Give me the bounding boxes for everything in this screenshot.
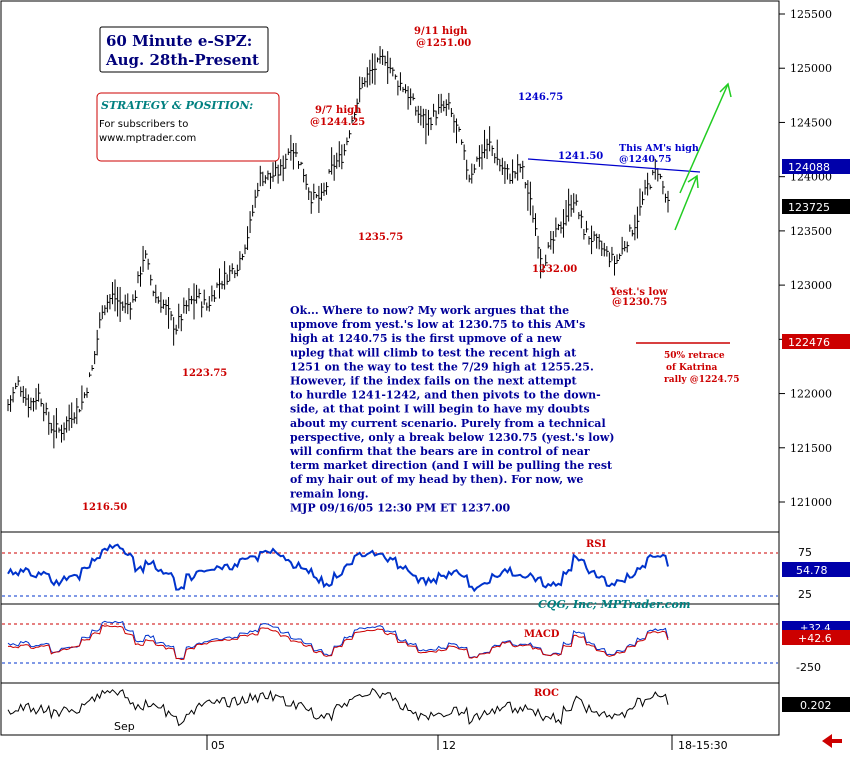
credit-label: CQG, Inc; MPTrader.com (538, 598, 690, 611)
commentary-line: perspective, only a break below 1230.75 … (290, 431, 615, 444)
label-am-high: This AM's high (619, 143, 699, 154)
label-1216: 1216.50 (82, 502, 127, 513)
commentary-line: side, at that point I will begin to have… (290, 403, 590, 416)
price-tick-label: 125000 (790, 62, 832, 75)
label-1246: 1246.75 (518, 92, 563, 103)
roc-label: ROC (534, 688, 559, 699)
macd-hidden-flag (782, 621, 850, 632)
macd-label: MACD (524, 629, 560, 640)
title-box (99, 26, 269, 73)
time-label-05: 05 (211, 739, 225, 752)
resistance-trendline (527, 158, 701, 173)
commentary-line: remain long. (290, 487, 369, 500)
price-tick-label: 122000 (790, 388, 832, 401)
title-line1: 60 Minute e-SPZ: (106, 32, 252, 50)
commentary-line: 1251 on the way to test the 7/29 high at… (290, 360, 594, 373)
label-97-high: 9/7 high (315, 105, 362, 116)
label-yest-low-value: @1230.75 (612, 297, 667, 308)
macd-value-flag (782, 630, 850, 645)
rsi-value-flag (782, 562, 850, 577)
macd-tick: -250 (796, 661, 821, 674)
commentary-line: to hurdle 1241-1242, and then pivots to … (290, 389, 601, 402)
label-yest-low: Yest.'s low (609, 287, 668, 298)
commentary-line: of my hair out of my head by then). For … (290, 473, 583, 486)
rsi-tick-25: 25 (798, 588, 812, 601)
commentary-line: high at 1240.75 is the first upmove of a… (290, 332, 562, 345)
macd-value: +42.6 (798, 632, 832, 645)
label-katrina-2: of Katrina (666, 363, 718, 373)
strategy-line1: For subscribers to (99, 119, 188, 130)
time-label-sep: Sep (114, 720, 135, 733)
rsi-label: RSI (586, 539, 607, 550)
label-911-high: 9/11 high (414, 26, 468, 37)
label-911-value: @1251.00 (416, 38, 471, 49)
price-tick-label: 121500 (790, 442, 832, 455)
nav-arrow-icon[interactable] (822, 734, 842, 748)
strategy-line2: www.mptrader.com (99, 133, 196, 144)
label-97-value: @1244.25 (310, 117, 365, 128)
flag-high: 124088 (782, 159, 850, 174)
commentary-line: MJP 09/16/05 12:30 PM ET 1237.00 (290, 501, 511, 514)
flag-retrace-text: 122476 (788, 336, 830, 349)
title-line2: Aug. 28th-Present (105, 51, 259, 69)
flag-high-text: 124088 (788, 161, 830, 174)
price-tick-label: 123500 (790, 225, 832, 238)
price-tick-label: 125500 (790, 8, 832, 21)
rsi-value: 54.78 (796, 564, 828, 577)
time-label-12: 12 (442, 739, 456, 752)
flag-last: 123725 (782, 199, 850, 214)
flag-last-text: 123725 (788, 201, 830, 214)
label-katrina-3: rally @1224.75 (664, 375, 739, 385)
rsi-tick-75: 75 (798, 546, 812, 559)
price-tick-label: 124500 (790, 116, 832, 129)
price-tick-label: 121000 (790, 496, 832, 509)
commentary-line: However, if the index fails on the next … (290, 375, 578, 388)
green-up-arrow-1 (674, 174, 699, 231)
price-tick-label: 123000 (790, 279, 832, 292)
roc-value: 0.202 (800, 699, 832, 712)
price-bars (7, 46, 670, 449)
label-1241: 1241.50 (558, 151, 603, 162)
commentary-line: about my current scenario. Purely from a… (290, 417, 606, 430)
strategy-box (96, 92, 280, 162)
strategy-heading: STRATEGY & POSITION: (101, 99, 253, 112)
commentary-line: upmove from yest.'s low at 1230.75 to th… (290, 318, 585, 331)
commentary-line: term market direction (and I will be pul… (290, 459, 613, 472)
label-1232: 1232.00 (532, 264, 577, 275)
macd-signal-line (7, 624, 669, 661)
roc-line (7, 687, 669, 727)
green-up-arrow-2 (679, 82, 732, 194)
label-1223: 1223.75 (182, 368, 227, 379)
label-1235: 1235.75 (358, 232, 403, 243)
commentary-line: Ok... Where to now? My work argues that … (290, 304, 569, 317)
commentary-line: upleg that will climb to test the recent… (290, 346, 577, 359)
commentary-line: will confirm that the bears are in contr… (289, 445, 590, 458)
macd-hidden-value: +32.4 (800, 623, 831, 634)
rsi-line (7, 543, 669, 593)
roc-value-flag (782, 697, 850, 712)
flag-retrace: 122476 (782, 334, 850, 349)
time-label-18: 18-15:30 (678, 739, 728, 752)
label-am-high-value: @1240.75 (619, 154, 671, 165)
price-axis: 1255001250001245001240001235001230001225… (779, 8, 832, 509)
commentary-block: Ok... Where to now? My work argues that … (289, 304, 615, 514)
label-katrina-1: 50% retrace (664, 351, 725, 361)
macd-line (7, 620, 669, 660)
